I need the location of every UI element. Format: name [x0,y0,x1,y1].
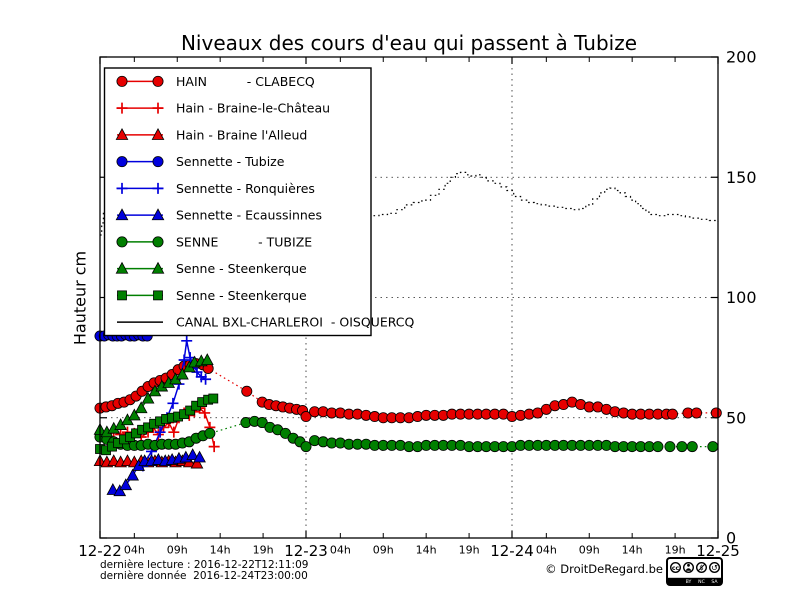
footer-last-read: dernière lecture : 2016-12-22T12:11:09 [100,559,309,571]
legend-item: Hain - Braine l'Alleud [115,127,307,142]
nc-icon: $ [696,561,708,574]
copyright-text: © DroitDeRegard.be [545,562,663,576]
x-tick-label-date: 12-24 [490,542,534,560]
svg-text:cc: cc [672,565,680,572]
y-tick-label: 200 [726,48,757,67]
legend-label: Hain - Braine-le-Château [176,101,330,116]
series-9-canal-bxl-charleroi-oisquercq [100,171,719,236]
legend-item: Sennette - Tubize [116,154,285,169]
x-tick-label-hour: 09h [373,544,394,557]
series-6-senne-tubize [94,415,719,453]
y-tick-label: 0 [726,529,736,548]
legend-label: Senne - Steenkerque [176,261,307,276]
legend-label: CANAL BXL-CHARLEROI - OISQUERCQ [176,315,415,330]
by-icon [683,561,695,574]
legend-item: CANAL BXL-CHARLEROI - OISQUERCQ [117,315,415,330]
license-label-nc: NC [698,579,705,585]
legend-item: Senne - Steenkerque [115,261,307,276]
legend-label: Sennette - Tubize [176,154,285,169]
legend-label: HAIN - CLABECQ [176,74,315,89]
legend-item: Senne - Steenkerque [117,288,307,303]
y-axis-label: Hauteur cm [70,250,90,346]
sa-icon: ↺ [709,561,721,574]
legend-label: Hain - Braine l'Alleud [176,127,307,142]
x-tick-label-hour: 14h [210,544,231,557]
cc-license-badge: cc $ ↺ BY NC SA [666,557,723,586]
x-tick-label-date: 12-25 [696,542,740,560]
svg-text:↺: ↺ [711,563,718,572]
x-tick-label-hour: 09h [579,544,600,557]
x-tick-label-hour: 14h [622,544,643,557]
license-label-sa: SA [711,579,718,585]
legend-label: SENNE - TUBIZE [176,234,312,249]
legend-label: Sennette - Ecaussinnes [176,208,322,223]
legend-item: Hain - Braine-le-Château [116,101,330,116]
legend-label: Senne - Steenkerque [176,288,307,303]
y-tick-label: 100 [726,288,757,307]
series-7-senne-steenkerque [93,353,214,438]
x-tick-label-hour: 09h [167,544,188,557]
x-tick-label-hour: 04h [536,544,557,557]
legend-item: Sennette - Ecaussinnes [115,208,322,223]
series-0-hain-clabecq [94,358,722,424]
x-tick-label-date: 12-22 [78,542,122,560]
license-label-by: BY [686,579,692,585]
legend-box [103,67,372,337]
x-tick-label-hour: 14h [416,544,437,557]
x-tick-label-date: 12-23 [284,542,328,560]
x-tick-label-hour: 04h [330,544,351,557]
y-tick-label: 50 [726,408,746,427]
plot-axes: 0 50 100 150 200 12-22 12-23 12-24 12-25 04h 09h 14… [78,48,756,561]
x-tick-label-hour: 19h [253,544,274,557]
series-line [100,171,719,236]
x-tick-label-hour: 19h [459,544,480,557]
legend-label: Sennette - Ronquières [176,181,315,196]
legend-item: Sennette - Ronquières [116,181,315,196]
chart-title: Niveaux des cours d'eau qui passent à Tu… [180,31,638,55]
chart-legend: HAIN - CLABECQ Hain - Braine-le-Château Ha… [103,67,415,337]
footer-last-data: dernière donnée 2016-12-24T23:00:00 [100,570,308,582]
series-5-sennette-ecaussinnes [106,448,206,497]
legend-item: SENNE - TUBIZE [116,234,312,249]
y-tick-label: 150 [726,168,757,187]
legend-item: HAIN - CLABECQ [116,74,315,89]
x-tick-label-hour: 19h [665,544,686,557]
cc-icon: cc [669,561,682,574]
license-labels: BY NC SA [668,577,721,585]
x-tick-label-hour: 04h [124,544,145,557]
